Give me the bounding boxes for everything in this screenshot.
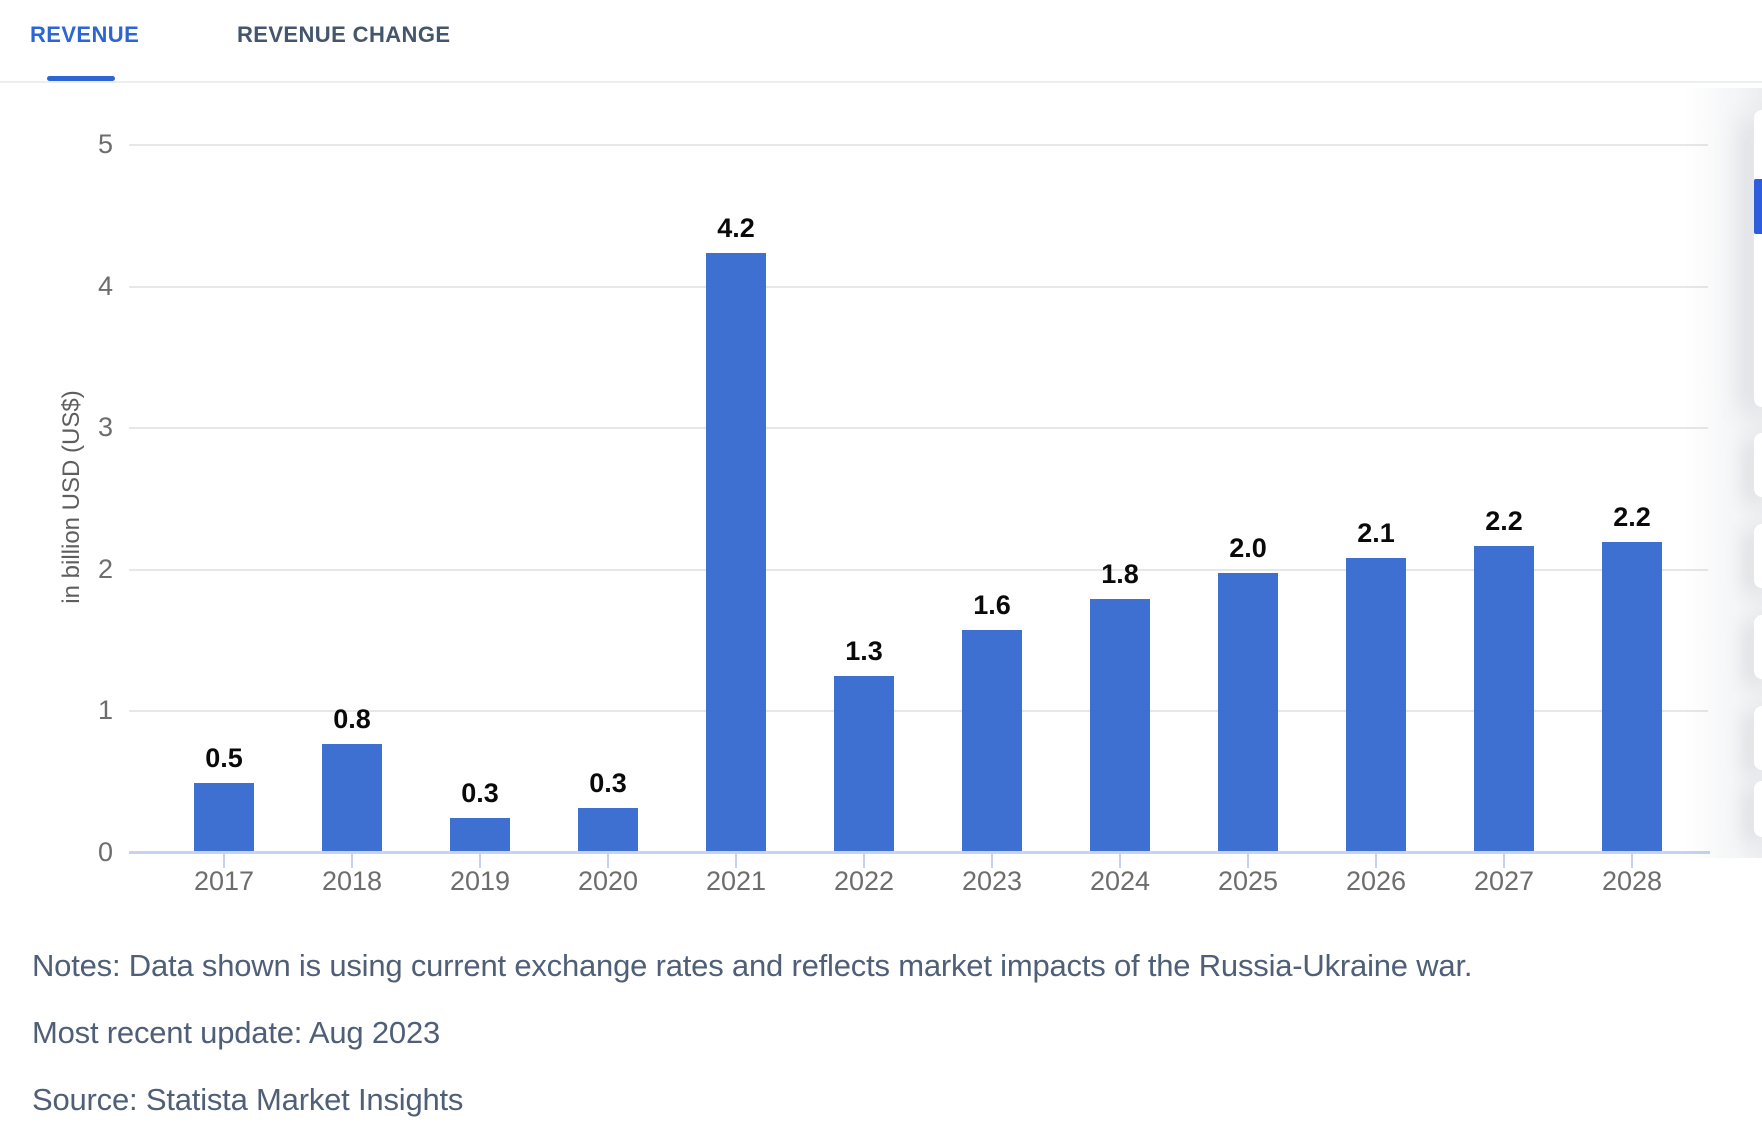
bar-2019[interactable] <box>450 818 510 852</box>
x-tick-label-2018: 2018 <box>321 866 383 896</box>
bar-value-label-2023: 1.6 <box>973 589 1011 620</box>
x-tick-2022 <box>863 852 865 868</box>
y-tick-label-5: 5 <box>97 129 113 159</box>
bar-value-label-2025: 2.0 <box>1229 533 1267 563</box>
y-tick-label-0: 0 <box>97 837 113 867</box>
bar-value-label-2028: 2.2 <box>1613 501 1651 532</box>
last-update-text: Most recent update: Aug 2023 <box>32 1015 441 1050</box>
x-tick-2018 <box>351 852 353 868</box>
x-tick-2027 <box>1503 852 1505 868</box>
notes-text: Notes: Data shown is using current excha… <box>32 948 1473 983</box>
bar-2026[interactable] <box>1346 557 1406 852</box>
x-tick-label-2021: 2021 <box>705 866 767 896</box>
x-tick-2023 <box>991 852 993 868</box>
floating-toolbar-shadow <box>1684 88 1762 858</box>
floating-toolbar-card[interactable] <box>1754 110 1762 407</box>
y-tick-label-4: 4 <box>97 270 113 301</box>
x-tick-2028 <box>1631 852 1633 868</box>
x-tick-label-2026: 2026 <box>1345 866 1407 896</box>
x-tick-label-2019: 2019 <box>449 866 511 896</box>
x-tick-2026 <box>1375 852 1377 868</box>
bar-value-label-2027: 2.2 <box>1485 506 1523 537</box>
bar-value-label-2020: 0.3 <box>589 768 627 799</box>
bar-2023[interactable] <box>962 629 1022 852</box>
gridline-5 <box>129 144 1708 146</box>
bar-2027[interactable] <box>1474 546 1534 852</box>
bar-2021[interactable] <box>706 253 766 852</box>
x-tick-label-2022: 2022 <box>833 866 895 896</box>
x-tick-2017 <box>223 852 225 868</box>
x-tick-label-2028: 2028 <box>1601 866 1663 896</box>
tab-revenue-change[interactable]: REVENUE CHANGE <box>237 22 451 47</box>
bar-2022[interactable] <box>834 676 894 852</box>
x-tick-label-2020: 2020 <box>577 866 639 896</box>
bar-2018[interactable] <box>322 744 382 852</box>
x-tick-2024 <box>1119 852 1121 868</box>
bar-value-label-2017: 0.5 <box>205 742 243 773</box>
bar-value-label-2019: 0.3 <box>461 778 499 808</box>
bar-value-label-2018: 0.8 <box>333 704 371 735</box>
x-tick-2019 <box>479 852 481 868</box>
y-tick-label-3: 3 <box>97 412 113 443</box>
bar-value-label-2024: 1.8 <box>1101 558 1139 589</box>
x-tick-2020 <box>607 852 609 868</box>
x-tick-2025 <box>1247 852 1249 868</box>
x-tick-label-2023: 2023 <box>961 866 1023 896</box>
gridline-1 <box>129 710 1708 713</box>
floating-toolbar-button[interactable] <box>1754 615 1762 679</box>
tab-revenue[interactable]: REVENUE <box>30 22 140 47</box>
floating-toolbar-button[interactable] <box>1754 706 1762 770</box>
y-tick-label-1: 1 <box>97 695 113 726</box>
gridline-2 <box>129 568 1708 571</box>
bar-2028[interactable] <box>1602 541 1662 852</box>
x-tick-label-2025: 2025 <box>1217 866 1279 896</box>
toolbar-active-segment <box>1754 179 1762 234</box>
source-text: Source: Statista Market Insights <box>32 1082 464 1117</box>
floating-toolbar-button[interactable] <box>1754 524 1762 588</box>
bar-value-label-2026: 2.1 <box>1357 517 1395 548</box>
gridline-3 <box>129 427 1708 430</box>
active-tab-indicator <box>47 76 115 81</box>
bar-value-label-2021: 4.2 <box>717 213 755 243</box>
gridline-4 <box>129 285 1708 288</box>
floating-toolbar-button[interactable] <box>1754 781 1762 837</box>
bar-2017[interactable] <box>194 782 254 852</box>
x-tick-label-2027: 2027 <box>1473 866 1535 896</box>
x-tick-2021 <box>735 852 737 868</box>
tabs-divider <box>0 81 1762 83</box>
x-tick-label-2017: 2017 <box>193 866 255 896</box>
x-tick-label-2024: 2024 <box>1089 866 1151 896</box>
y-tick-label-2: 2 <box>97 553 113 584</box>
bar-2020[interactable] <box>578 808 638 852</box>
bar-2025[interactable] <box>1218 573 1278 852</box>
bar-2024[interactable] <box>1090 598 1150 852</box>
bar-value-label-2022: 1.3 <box>845 636 883 667</box>
x-axis-line <box>129 851 1710 854</box>
floating-toolbar-button[interactable] <box>1754 433 1762 497</box>
